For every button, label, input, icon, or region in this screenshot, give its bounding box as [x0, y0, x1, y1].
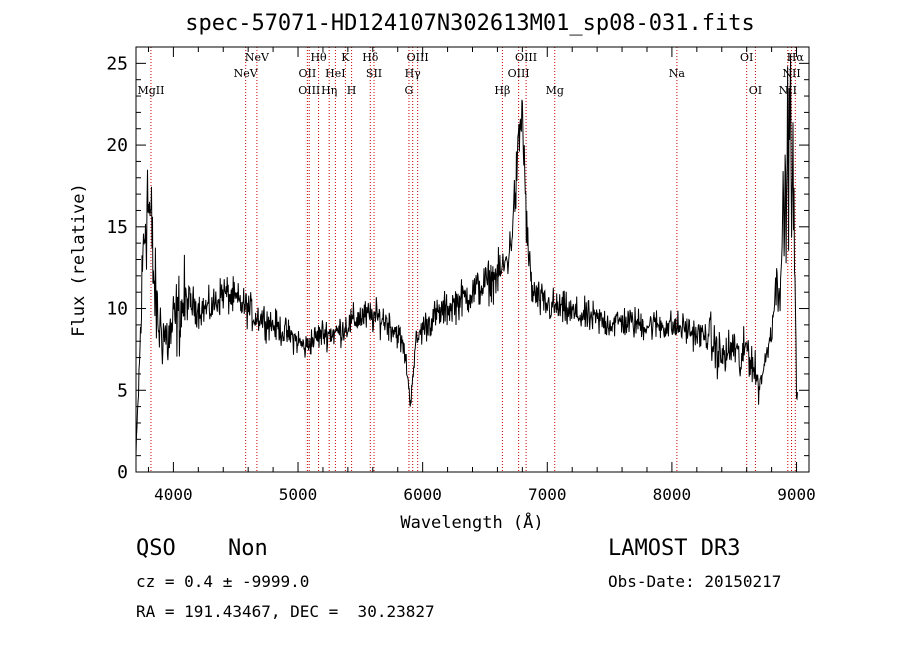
radec-line: RA = 191.43467, DEC = 30.23827: [136, 602, 435, 621]
x-tick-label-5: 9000: [777, 485, 816, 504]
spectral-line-label-3: OII: [299, 67, 317, 80]
spectral-line-label-4: OIII: [298, 84, 320, 97]
spectral-line-markers: [150, 47, 796, 472]
spectral-line-label-18: Mg: [546, 84, 564, 97]
obs-date-line: Obs-Date: 20150217: [608, 572, 782, 591]
y-axis-label: Flux (relative): [69, 183, 89, 337]
spectral-line-labels: MgII NeV NeV OII OIII Hθ Hη HeI K H Hδ SII G Hγ OIII Hβ…: [137, 51, 804, 97]
y-tick-label-4: 20: [106, 135, 128, 156]
spectral-line-label-16: OIII: [508, 67, 530, 80]
y-tick-label-2: 10: [106, 299, 128, 320]
spectral-line-label-21: OI: [749, 84, 762, 97]
x-tick-label-3: 7000: [528, 485, 567, 504]
spectral-line-label-15: Hβ: [494, 84, 510, 97]
y-tick-label-1: 5: [117, 380, 128, 401]
spectral-line-label-2: NeV: [245, 51, 270, 64]
spectral-line-label-6: Hη: [321, 84, 337, 97]
x-tick-label-2: 6000: [403, 485, 442, 504]
spectrum-line: [135, 53, 798, 456]
chart-title: spec-57071-HD124107N302613M01_sp08-031.f…: [185, 11, 755, 36]
subclass-label: Non: [228, 536, 268, 561]
survey-label: LAMOST DR3: [608, 536, 741, 561]
x-axis-label: Wavelength (Å): [400, 511, 543, 533]
spectral-line-label-24: Hα: [787, 51, 805, 64]
x-tick-label-0: 4000: [154, 485, 193, 504]
spectral-line-label-0: MgII: [137, 84, 164, 97]
spectral-line-label-7: HeI: [325, 67, 345, 80]
spectral-line-label-9: H: [347, 84, 357, 97]
spectral-line-label-11: SII: [366, 67, 382, 80]
plot-frame: [135, 46, 810, 473]
x-axis-ticks: 4000 5000 6000 7000 8000 9000: [147, 47, 816, 504]
x-tick-label-4: 8000: [653, 485, 692, 504]
spectral-line-label-19: Na: [669, 67, 686, 80]
spectral-line-label-12: G: [405, 84, 414, 97]
spectral-line-label-5: Hθ: [310, 51, 327, 64]
spectral-line-label-13: Hγ: [405, 67, 422, 80]
y-tick-label-5: 25: [106, 53, 128, 74]
spectral-line-label-20: OI: [740, 51, 753, 64]
spectral-line-label-23: NII: [782, 67, 800, 80]
y-tick-label-3: 15: [106, 217, 128, 238]
y-axis-ticks: 0 5 10 15 20 25: [106, 53, 809, 483]
spectral-line-label-1: NeV: [234, 67, 259, 80]
y-tick-label-0: 0: [117, 462, 128, 483]
cz-line: cz = 0.4 ± -9999.0: [136, 572, 310, 591]
spectral-line-label-14: OIII: [407, 51, 429, 64]
spectral-line-label-17: OIII: [515, 51, 537, 64]
spectral-line-label-10: Hδ: [362, 51, 379, 64]
spectral-line-label-8: K: [341, 51, 350, 64]
class-label: QSO: [136, 536, 176, 561]
x-tick-label-1: 5000: [279, 485, 318, 504]
